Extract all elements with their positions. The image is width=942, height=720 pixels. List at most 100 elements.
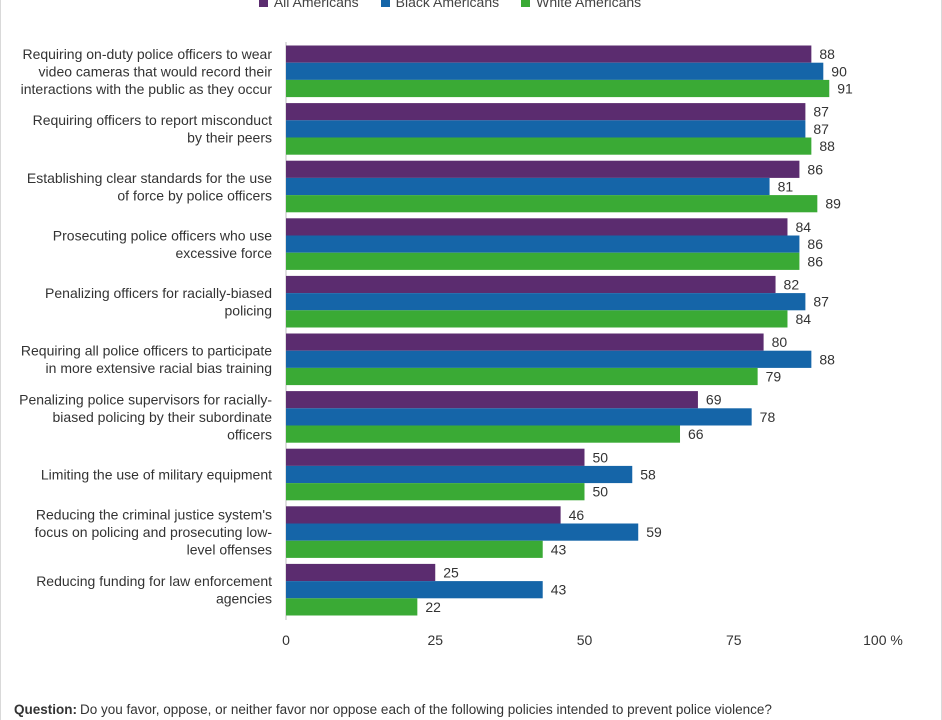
- x-tick-label: 100 %: [863, 632, 903, 648]
- data-label: 84: [795, 311, 811, 327]
- legend-swatch-black: [380, 0, 390, 7]
- chart-legend: All Americans Black Americans White Amer…: [0, 0, 900, 12]
- category-label: Penalizing police supervisors for racial…: [19, 391, 272, 442]
- bar: [286, 177, 770, 196]
- data-label: 87: [813, 294, 829, 310]
- legend-swatch-all: [258, 0, 268, 7]
- legend-item-all-americans: All Americans: [258, 0, 359, 12]
- data-label: 59: [646, 524, 662, 540]
- category-label-line: of force by police officers: [117, 187, 272, 203]
- bar: [286, 367, 758, 386]
- data-label: 43: [551, 541, 567, 557]
- bar: [286, 293, 806, 311]
- x-tick-label: 0: [282, 632, 290, 648]
- question-footnote: Question: Do you favor, oppose, or neithe…: [14, 702, 772, 717]
- data-label: 89: [825, 196, 841, 212]
- bar: [286, 333, 764, 351]
- bar: [286, 465, 633, 484]
- bar-chart: Requiring on-duty police officers to wea…: [19, 42, 903, 648]
- legend-item-white-americans: White Americans: [521, 0, 641, 12]
- data-label: 84: [795, 219, 811, 235]
- category-label-line: level offenses: [187, 542, 272, 558]
- bar: [286, 160, 800, 178]
- data-label: 22: [425, 599, 441, 615]
- category-label-line: officers: [227, 426, 272, 442]
- legend-label-white: White Americans: [536, 0, 642, 10]
- category-label-line: Penalizing officers for racially-biased: [45, 285, 272, 301]
- bar: [286, 598, 418, 616]
- bar: [286, 120, 806, 138]
- data-label: 78: [760, 409, 776, 425]
- category-label: Limiting the use of military equipment: [41, 467, 272, 483]
- bar: [286, 448, 585, 466]
- x-tick-label: 25: [427, 632, 443, 648]
- category-label: Reducing funding for law enforcement agen…: [36, 573, 272, 607]
- category-label-line: in more extensive racial bias training: [46, 360, 272, 376]
- category-label-line: excessive force: [176, 245, 273, 261]
- footnote-label: Question:: [14, 702, 77, 717]
- category-label: Penalizing officers for racially-biased p…: [45, 285, 272, 319]
- bar: [286, 103, 806, 121]
- data-label: 79: [766, 369, 782, 385]
- bar: [286, 350, 812, 368]
- category-label-line: Requiring officers to report misconduct: [33, 112, 273, 128]
- data-label: 43: [551, 582, 567, 598]
- legend-item-black-americans: Black Americans: [380, 0, 499, 12]
- bar: [286, 79, 830, 98]
- bar: [286, 581, 543, 599]
- data-label: 50: [593, 484, 609, 500]
- bar: [286, 523, 639, 541]
- legend-label-all: All Americans: [273, 0, 359, 10]
- data-label: 88: [819, 138, 835, 154]
- data-label: 88: [819, 46, 835, 62]
- category-label-line: Reducing the criminal justice system's: [36, 507, 272, 523]
- category-label: Requiring officers to report misconduct b…: [33, 112, 273, 145]
- bar: [286, 45, 812, 63]
- category-label-line: Requiring all police officers to partici…: [21, 343, 272, 359]
- bar: [286, 252, 800, 270]
- category-label: Requiring all police officers to partici…: [21, 343, 272, 377]
- category-label-line: interactions with the public as they occ…: [21, 81, 273, 97]
- data-label: 87: [813, 104, 829, 120]
- data-label: 25: [443, 565, 459, 581]
- bar: [286, 391, 698, 409]
- data-label: 82: [784, 277, 800, 293]
- category-label: Requiring on-duty police officers to wea…: [21, 46, 273, 97]
- bar: [286, 506, 561, 524]
- data-label: 90: [831, 63, 847, 79]
- category-label: Establishing clear standards for the use…: [27, 170, 272, 204]
- category-label-line: Prosecuting police officers who use: [53, 227, 272, 243]
- bar: [286, 483, 585, 501]
- data-label: 66: [688, 426, 704, 442]
- category-label: Prosecuting police officers who use exces…: [53, 227, 272, 261]
- data-label: 69: [706, 392, 722, 408]
- data-label: 80: [772, 334, 788, 350]
- data-label: 46: [569, 507, 585, 523]
- data-label: 58: [640, 467, 656, 483]
- category-label-line: Establishing clear standards for the use: [27, 170, 272, 186]
- bar: [286, 235, 800, 253]
- category-label-line: biased policing by their subordinate: [53, 409, 273, 425]
- data-label: 81: [778, 179, 794, 195]
- bar: [286, 408, 752, 426]
- category-label-line: video cameras that would record their: [39, 63, 273, 79]
- category-label-line: Reducing funding for law enforcement: [36, 573, 272, 589]
- bar: [286, 540, 543, 558]
- category-label-line: by their peers: [187, 130, 272, 146]
- data-label: 87: [813, 121, 829, 137]
- data-label: 86: [807, 236, 823, 252]
- category-label-line: Limiting the use of military equipment: [41, 467, 272, 483]
- bar: [286, 62, 824, 80]
- bar: [286, 425, 681, 443]
- data-label: 50: [593, 449, 609, 465]
- data-label: 86: [807, 161, 823, 177]
- data-label: 91: [837, 81, 853, 97]
- bar: [286, 563, 436, 582]
- bar: [286, 195, 818, 213]
- data-label: 88: [819, 351, 835, 367]
- category-label: Reducing the criminal justice system's fo…: [35, 507, 273, 558]
- category-label-line: policing: [225, 302, 272, 318]
- category-label-line: focus on policing and prosecuting low-: [35, 524, 273, 540]
- bar: [286, 137, 812, 155]
- bar: [286, 310, 788, 328]
